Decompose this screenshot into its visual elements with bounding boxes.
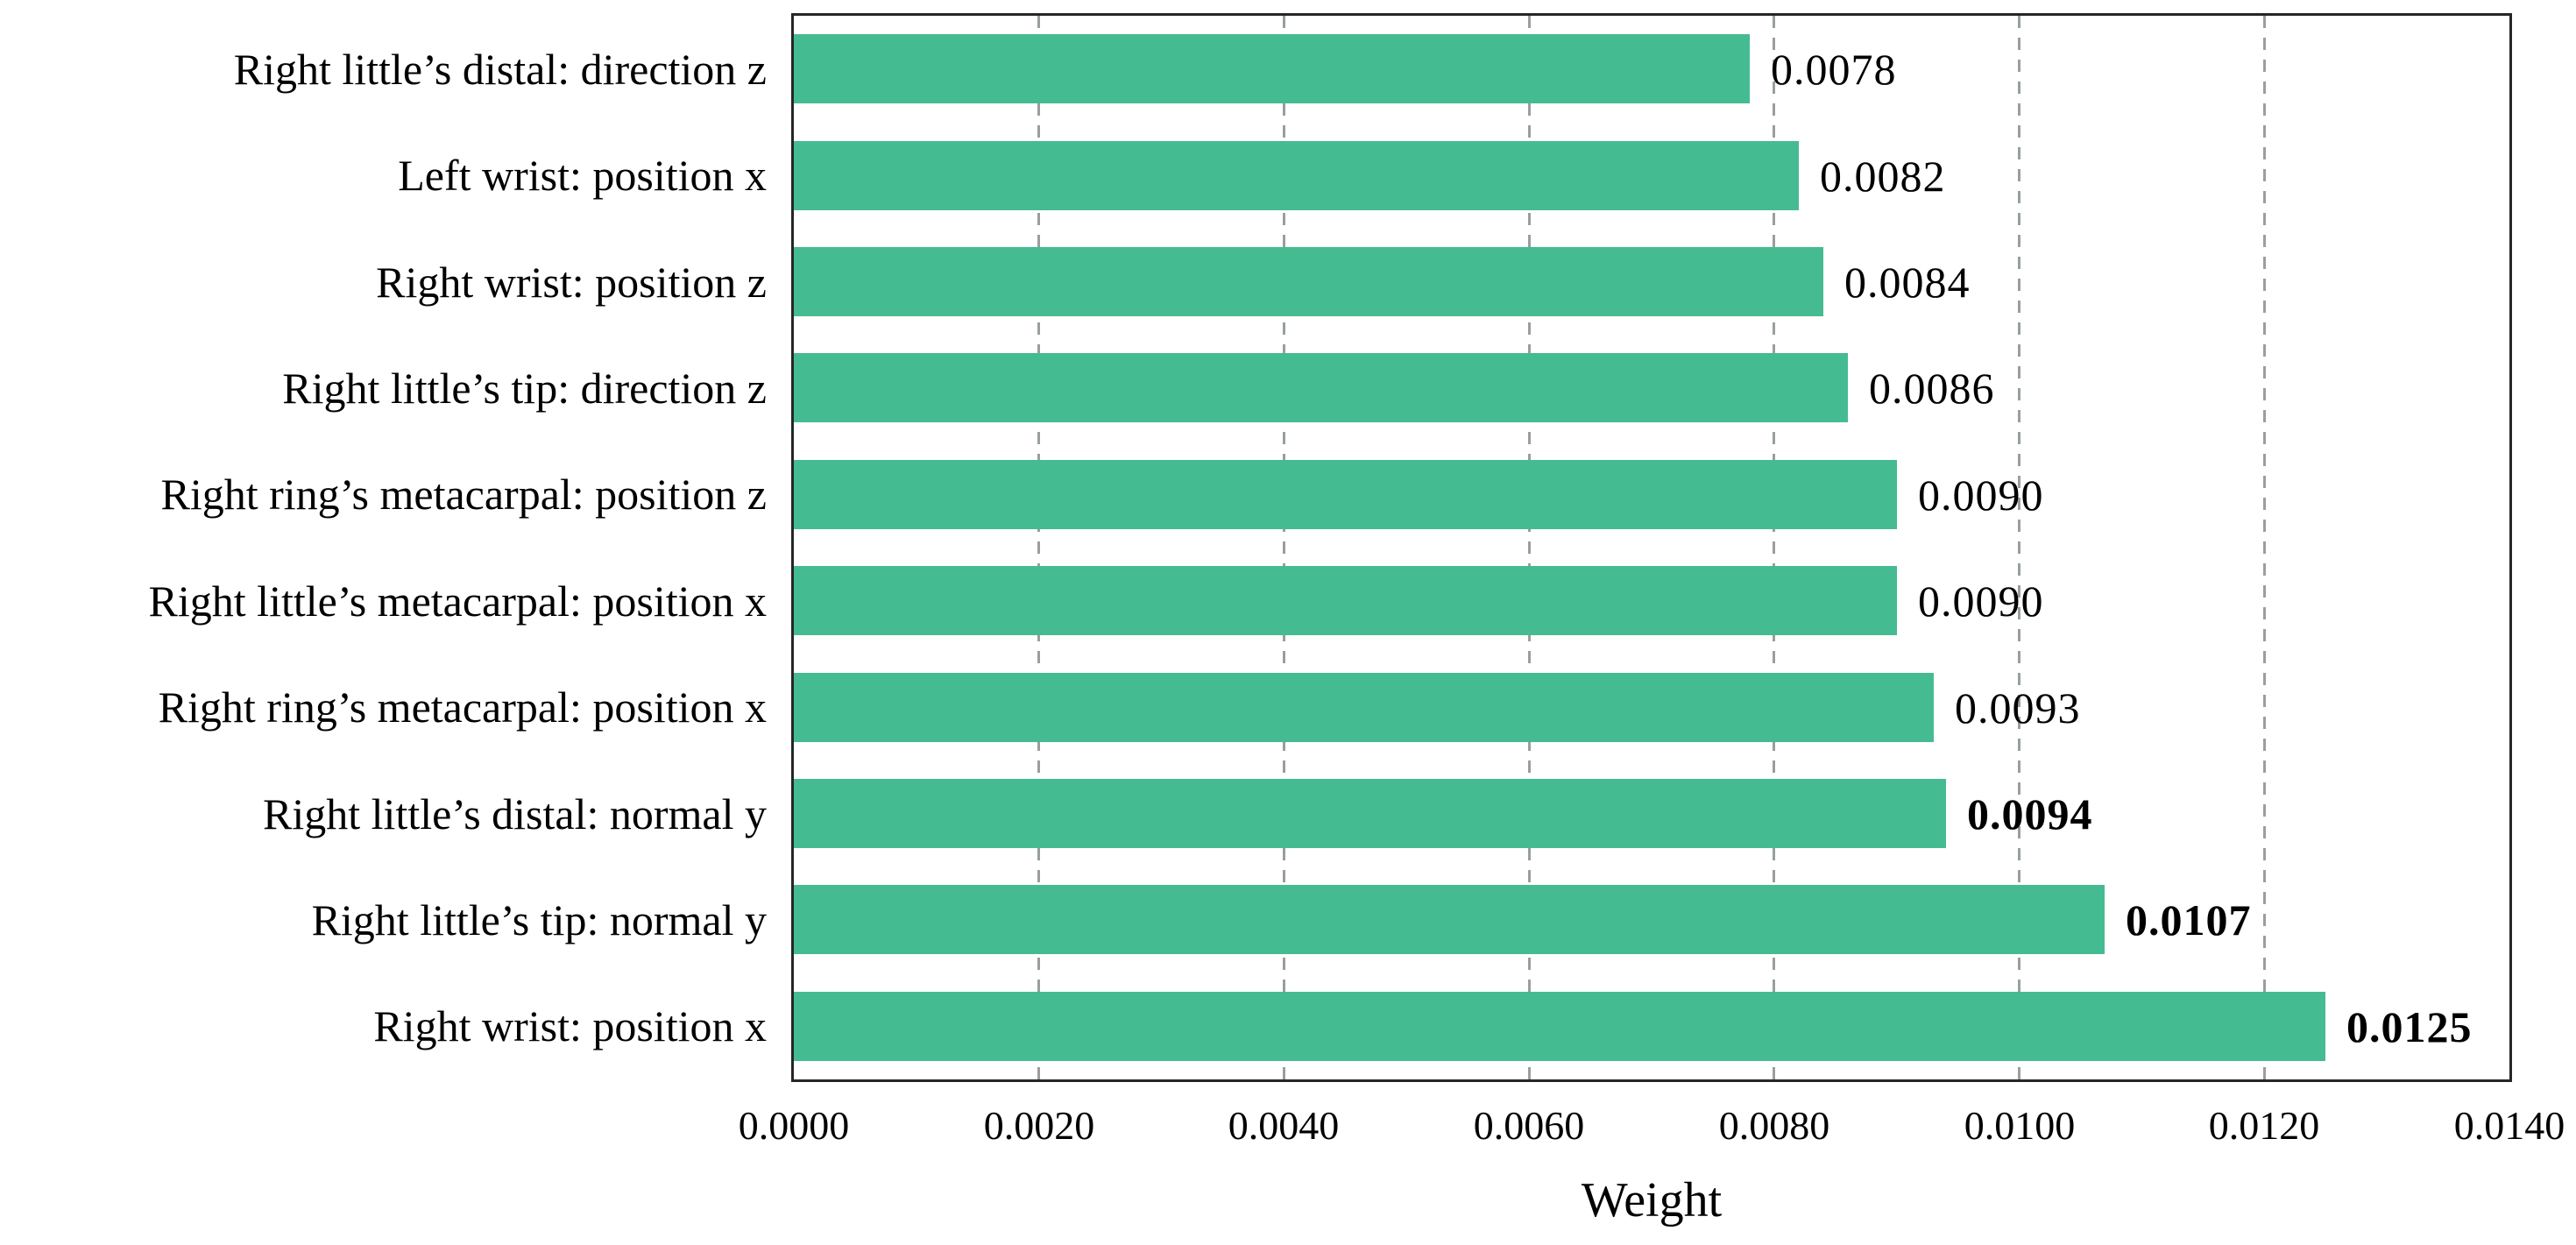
x-axis-ticks: 0.0000 0.0020 0.0040 0.0060 0.0080 0.0100 0.01… <box>739 1102 2565 1155</box>
x-axis-title: Weight <box>1581 1173 1723 1227</box>
bar-5 <box>794 566 1897 635</box>
plot-area: 0.0078 0.0082 0.0084 0.0086 0.0090 0.0090 0.00… <box>791 13 2512 1082</box>
bar-value-label: 0.0094 <box>1967 789 2093 838</box>
x-tick-label: 0.0000 <box>738 1103 850 1148</box>
gridline <box>2262 16 2266 1079</box>
gridline <box>1527 16 1531 1079</box>
x-tick-label: 0.0060 <box>1473 1103 1585 1148</box>
bar-value-label: 0.0086 <box>1869 363 1995 413</box>
bar-value-label: 0.0090 <box>1918 576 2044 626</box>
gridline <box>2018 16 2021 1079</box>
y-axis-label: Right little’s tip: normal y <box>311 895 767 944</box>
gridline <box>1773 16 1776 1079</box>
x-tick-label: 0.0140 <box>2453 1103 2565 1148</box>
y-axis-label: Right ring’s metacarpal: position z <box>160 470 767 519</box>
gridline <box>1282 16 1285 1079</box>
bar-value-label: 0.0082 <box>1820 151 1946 201</box>
x-tick-label: 0.0100 <box>1964 1103 2076 1148</box>
bar-value-label: 0.0090 <box>1918 470 2044 520</box>
y-axis-label: Right little’s metacarpal: position x <box>148 577 767 626</box>
bar-value-label: 0.0084 <box>1844 257 1971 307</box>
x-tick-label: 0.0120 <box>2208 1103 2320 1148</box>
bar-value-label: 0.0125 <box>2346 1001 2473 1051</box>
bar-0 <box>794 34 1750 103</box>
y-axis-label: Left wrist: position x <box>398 151 767 200</box>
bar-8 <box>794 885 2105 954</box>
x-tick-label: 0.0080 <box>1718 1103 1830 1148</box>
y-axis-label: Right wrist: position z <box>376 258 767 307</box>
bar-value-label: 0.0078 <box>1771 44 1897 94</box>
bar-1 <box>794 141 1799 210</box>
bar-3 <box>794 353 1848 422</box>
x-tick-label: 0.0040 <box>1228 1103 1340 1148</box>
bar-7 <box>794 779 1946 848</box>
y-axis-labels: Right little’s distal: direction z Left w… <box>0 16 767 1079</box>
bar-2 <box>794 247 1823 316</box>
bar-value-label: 0.0093 <box>1955 683 2081 732</box>
y-axis-label: Right ring’s metacarpal: position x <box>158 683 767 732</box>
bar-4 <box>794 460 1897 529</box>
gridline <box>1037 16 1041 1079</box>
bar-value-label: 0.0107 <box>2126 895 2252 944</box>
y-axis-label: Right little’s tip: direction z <box>282 364 767 413</box>
y-axis-label: Right wrist: position x <box>373 1001 767 1050</box>
bar-6 <box>794 673 1934 742</box>
y-axis-label: Right little’s distal: normal y <box>263 789 767 838</box>
x-tick-label: 0.0020 <box>983 1103 1095 1148</box>
bar-9 <box>794 992 2325 1061</box>
y-axis-label: Right little’s distal: direction z <box>233 45 767 94</box>
